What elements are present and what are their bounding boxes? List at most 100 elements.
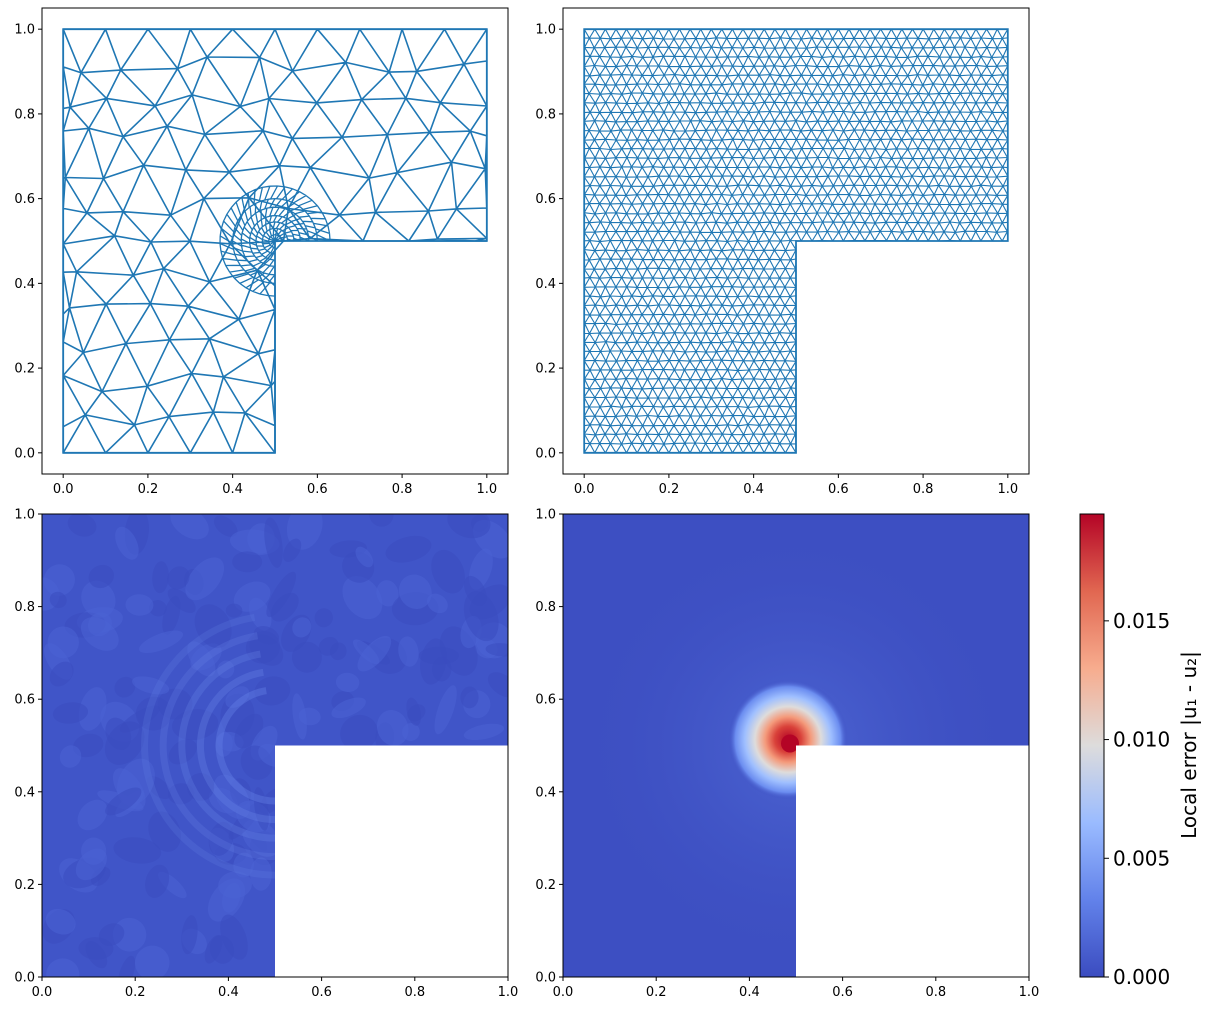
heatmap-cell	[463, 723, 505, 741]
heatmap-cell	[167, 566, 190, 590]
y-tick-label: 1.0	[535, 508, 556, 523]
y-tick-label: 0.0	[14, 971, 35, 986]
y-tick-label: 1.0	[14, 23, 35, 38]
heatmap-cell	[185, 557, 225, 601]
heatmap-cell	[233, 852, 255, 878]
heatmap-cell	[432, 656, 452, 682]
y-tick-label: 0.6	[535, 192, 556, 207]
heatmap-cell	[52, 702, 89, 724]
x-tick-label: 1.0	[498, 985, 519, 1000]
x-tick-label: 0.8	[925, 985, 946, 1000]
heatmap-cell	[331, 697, 366, 719]
x-tick-label: 0.4	[743, 482, 764, 497]
y-tick-label: 0.8	[535, 107, 556, 122]
heatmap-cell	[225, 686, 250, 708]
heatmap-cell	[464, 575, 487, 606]
mesh-refinement-edges	[219, 185, 331, 297]
heatmap-cell	[45, 908, 76, 935]
x-tick-label: 0.2	[125, 985, 146, 1000]
heatmap-left-frame	[41, 513, 509, 978]
x-tick-label: 0.2	[659, 482, 680, 497]
heatmap-cell	[357, 635, 392, 672]
y-tick-label: 0.0	[535, 971, 556, 986]
y-tick-label: 0.0	[14, 446, 35, 461]
heatmap-band	[215, 687, 276, 805]
colorbar-tick-label: 0.000	[1113, 965, 1170, 989]
heatmap-cell	[434, 685, 457, 735]
colorbar-tick-label: 0.015	[1113, 609, 1170, 633]
x-tick-label: 0.4	[222, 482, 243, 497]
heatmap-cell	[335, 672, 360, 693]
heatmap-right-frame	[562, 513, 1030, 978]
heatmap-cell	[314, 608, 333, 628]
heatmap-cell	[217, 660, 235, 679]
heatmap-cell	[254, 676, 291, 706]
heatmap-cell	[77, 799, 108, 831]
x-tick-label: 0.0	[53, 482, 74, 497]
heatmap-cell	[98, 923, 125, 946]
heatmap-cell	[253, 787, 269, 831]
heatmap-cell	[46, 958, 80, 977]
heatmap-cell	[213, 774, 251, 820]
heatmap-cell	[207, 878, 246, 922]
heatmap-cell	[283, 538, 302, 562]
colorbar-tick-label: 0.010	[1113, 728, 1170, 752]
heatmap-cell	[398, 636, 419, 667]
heatmap-cell	[149, 600, 167, 617]
heatmap-cell	[406, 697, 422, 726]
y-tick-label: 0.4	[535, 785, 556, 800]
heatmap-cell	[485, 643, 508, 657]
heatmap-cell	[266, 571, 297, 618]
heatmap-cell	[115, 526, 139, 560]
heatmap-cell	[487, 672, 508, 698]
heatmap-cell	[167, 783, 195, 805]
x-tick-label: 1.0	[1019, 985, 1040, 1000]
colorbar-ticks: 0.000 0.005 0.010 0.015	[1104, 609, 1170, 989]
heatmap-cell	[248, 597, 272, 631]
x-tick-label: 0.6	[832, 985, 853, 1000]
heatmap-cell	[208, 821, 234, 856]
mesh-fine-content	[583, 28, 1009, 454]
heatmap-cell	[162, 595, 181, 635]
heatmap-cell	[250, 857, 272, 891]
y-tick-label: 0.4	[535, 277, 556, 292]
heatmap-cell	[87, 612, 112, 637]
heatmap-cell	[49, 591, 67, 609]
heatmap-cell	[75, 848, 107, 881]
heatmap-cell	[232, 551, 263, 573]
heatmap-cell	[225, 603, 243, 618]
heatmap-cell	[67, 514, 97, 537]
x-tick-label: 0.0	[553, 985, 574, 1000]
heatmap-cell	[81, 580, 116, 618]
heatmap-cell	[181, 915, 198, 955]
error-peak	[781, 734, 799, 753]
heatmap-cell	[49, 661, 74, 687]
heatmap-band	[178, 650, 276, 842]
y-tick-label: 0.2	[535, 362, 556, 377]
heatmap-cell	[342, 575, 383, 620]
heatmap-cell	[292, 617, 312, 638]
heatmap-band	[141, 613, 276, 879]
heatmap-cell	[340, 714, 378, 751]
heatmap-cell	[85, 941, 108, 969]
heatmap-cell	[132, 676, 170, 695]
heatmap-left-field	[42, 514, 508, 977]
heatmap-cell	[355, 546, 374, 568]
heatmap-cell	[264, 517, 283, 568]
heatmap-cell	[376, 709, 409, 746]
heatmap-cell	[460, 686, 479, 709]
x-tick-label: 0.8	[404, 985, 425, 1000]
y-tick-label: 0.2	[535, 878, 556, 893]
heatmap-cell	[114, 676, 136, 698]
heatmap-band	[196, 668, 276, 824]
x-tick-label: 1.0	[997, 482, 1018, 497]
x-tick-label: 0.4	[218, 985, 239, 1000]
heatmap-cell	[113, 837, 162, 864]
heatmap-cell	[298, 707, 321, 726]
heatmap-cell	[213, 515, 238, 537]
mesh-coarse-content	[62, 28, 488, 454]
heatmap-cell	[187, 641, 216, 677]
heatmap-cell	[369, 514, 394, 527]
y-tick-label: 0.6	[535, 693, 556, 708]
